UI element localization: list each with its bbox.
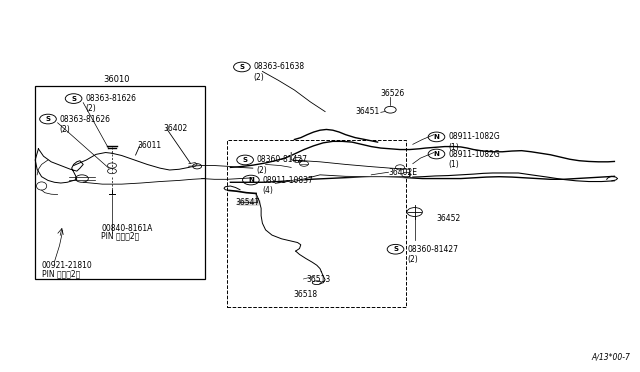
Text: 36451: 36451: [355, 107, 380, 116]
Text: (2): (2): [257, 166, 268, 175]
Text: 08363-81626: 08363-81626: [60, 115, 111, 124]
Text: (2): (2): [85, 105, 96, 113]
Polygon shape: [291, 153, 410, 182]
Text: 08363-81626: 08363-81626: [85, 94, 136, 103]
Text: 36547: 36547: [236, 198, 260, 207]
Text: (1): (1): [448, 143, 459, 152]
Text: S: S: [243, 157, 248, 163]
Text: 08911-1082G: 08911-1082G: [448, 150, 500, 158]
Text: 36010: 36010: [103, 76, 130, 84]
Text: N: N: [433, 151, 440, 157]
Text: 08360-81427: 08360-81427: [407, 245, 458, 254]
Text: PIN ピン（2）: PIN ピン（2）: [42, 269, 80, 278]
Text: (2): (2): [60, 125, 70, 134]
Text: S: S: [239, 64, 244, 70]
Text: A∕13*00‐7: A∕13*00‐7: [591, 352, 630, 361]
Bar: [35, 86, 205, 279]
Text: S: S: [71, 96, 76, 102]
Text: (2): (2): [407, 255, 418, 264]
Text: S: S: [45, 116, 51, 122]
Text: 08360-81427: 08360-81427: [257, 155, 308, 164]
Text: N: N: [248, 177, 254, 183]
Bar: [227, 140, 406, 307]
Text: 08911-1082G: 08911-1082G: [448, 132, 500, 141]
Text: 36513: 36513: [306, 275, 330, 284]
Text: 36518: 36518: [293, 290, 317, 299]
Text: 36402E: 36402E: [388, 168, 417, 177]
Text: 08911-10837: 08911-10837: [262, 176, 313, 185]
Text: 00921-21810: 00921-21810: [42, 262, 92, 270]
Text: 36402: 36402: [163, 124, 188, 133]
Text: 36011: 36011: [138, 141, 162, 150]
Text: 36526: 36526: [381, 89, 405, 97]
Text: (1): (1): [448, 160, 459, 169]
Text: PIN ピン（2）: PIN ピン（2）: [101, 232, 140, 241]
Text: (4): (4): [262, 186, 273, 195]
Text: (2): (2): [253, 73, 264, 82]
Text: N: N: [433, 134, 440, 140]
Text: 08363-61638: 08363-61638: [253, 62, 305, 71]
Text: 00840-8161A: 00840-8161A: [101, 224, 152, 233]
Text: 36452: 36452: [436, 214, 461, 223]
Text: S: S: [393, 246, 398, 252]
